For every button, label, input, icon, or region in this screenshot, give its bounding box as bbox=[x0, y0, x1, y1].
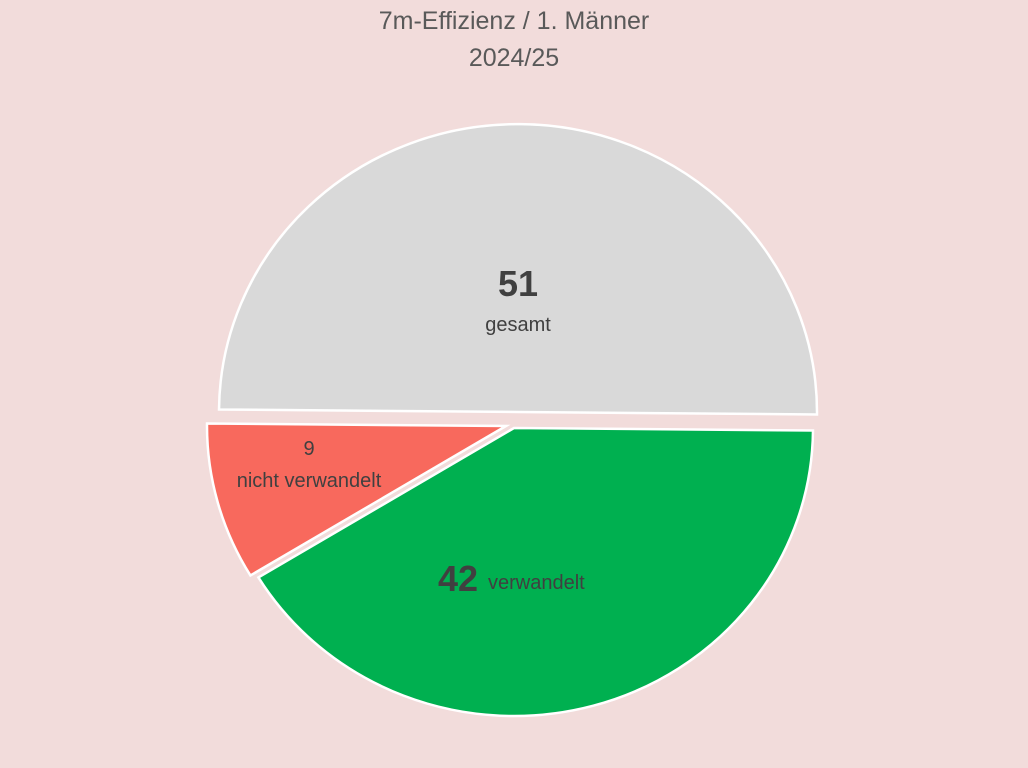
pie-slice-nicht-verwandelt bbox=[205, 422, 511, 578]
pie-slice-gesamt bbox=[217, 122, 819, 416]
data-label-nicht-verwandelt-text: nicht verwandelt bbox=[237, 470, 382, 492]
data-label-verwandelt-text: verwandelt bbox=[488, 572, 585, 594]
data-label-verwandelt-value: 42 bbox=[438, 558, 478, 599]
chart-subtitle: 2024/25 bbox=[468, 44, 560, 72]
data-label-gesamt-text: gesamt bbox=[485, 314, 551, 336]
data-label-nicht-verwandelt-value: 9 bbox=[303, 438, 314, 460]
chart-title: 7m-Effizienz / 1. Männer bbox=[378, 7, 650, 35]
data-label-gesamt-value: 51 bbox=[498, 263, 538, 304]
pie-slice-verwandelt bbox=[256, 426, 815, 718]
